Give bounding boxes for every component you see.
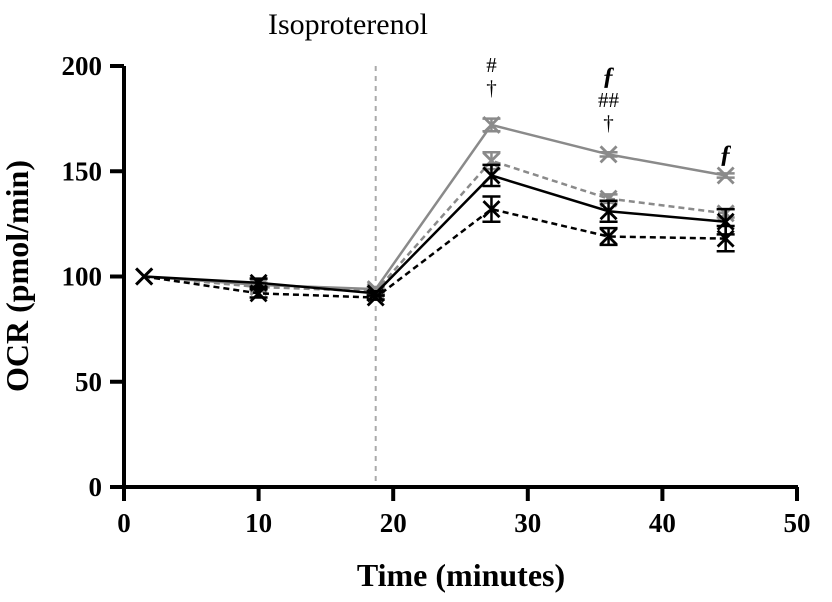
- x-tick-label-0: 0: [117, 508, 131, 538]
- series-3-line: [144, 174, 726, 295]
- y-tick-label-200: 200: [62, 51, 103, 81]
- series-3-point: [599, 202, 618, 221]
- y-tick-label-150: 150: [62, 156, 103, 186]
- significance-mark-1-1: #: [486, 53, 497, 77]
- series-2: [135, 151, 735, 301]
- series-3: [135, 163, 735, 303]
- x-tick-label-40: 40: [649, 508, 676, 538]
- x-tick-label-10: 10: [245, 508, 272, 538]
- series-4-point: [482, 200, 501, 219]
- isoproterenol-label: Isoproterenol: [268, 8, 428, 41]
- series-4-point: [366, 288, 385, 307]
- series-3-point: [482, 166, 501, 185]
- axis-layer: [122, 66, 798, 489]
- significance-mark-2-2: ##: [598, 88, 620, 112]
- significance-mark-2-1: ƒ: [602, 63, 615, 90]
- series-2-line: [144, 159, 726, 293]
- series-1-point: [716, 166, 735, 185]
- x-tick-label-50: 50: [784, 508, 811, 538]
- x-axis-title: Time (minutes): [357, 557, 565, 593]
- x-tick-label-20: 20: [380, 508, 407, 538]
- series-4-line: [144, 207, 726, 299]
- series-4: [135, 195, 735, 307]
- series-1-point: [482, 115, 501, 134]
- series-layer: [135, 115, 735, 307]
- significance-mark-2-3: †: [603, 111, 614, 135]
- series-1-line: [144, 123, 726, 291]
- significance-mark-1-2: †: [486, 76, 497, 100]
- series-1: [135, 115, 735, 299]
- series-4-point: [249, 284, 268, 303]
- series-1-point: [599, 145, 618, 164]
- significance-mark-3-1: ƒ: [719, 141, 732, 168]
- series-4-point: [716, 229, 735, 248]
- tick-layer: 0 10 20 30 40 50 0 50 100 150 200: [62, 51, 811, 538]
- y-axis-title: OCR (pmol/min): [0, 160, 35, 392]
- y-tick-label-0: 0: [89, 472, 103, 502]
- y-tick-label-100: 100: [62, 262, 103, 292]
- y-tick-label-50: 50: [75, 367, 102, 397]
- x-tick-label-30: 30: [514, 508, 541, 538]
- series-4-point: [135, 267, 154, 286]
- annotation-layer: Isoproterenol#† ƒ##†ƒ: [268, 8, 732, 168]
- series-4-point: [599, 227, 618, 246]
